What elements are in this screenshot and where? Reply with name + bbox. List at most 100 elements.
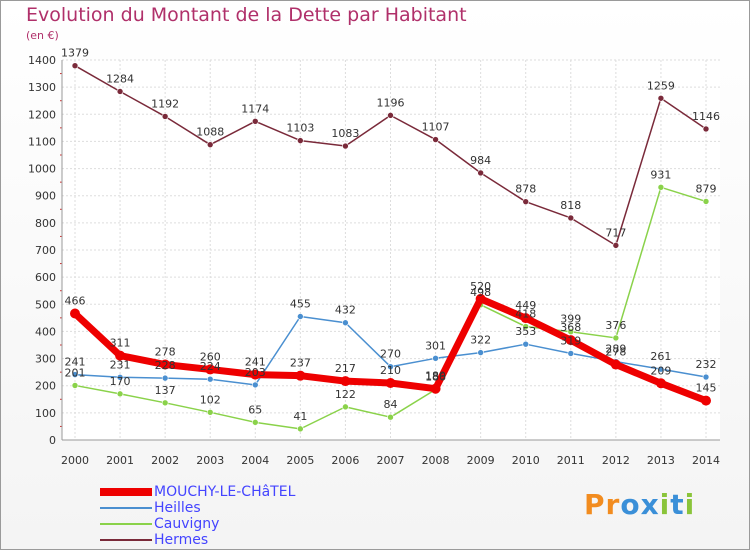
data-point	[295, 370, 306, 381]
y-tick-label: 600	[35, 271, 56, 284]
data-point	[567, 328, 575, 336]
data-label: 228	[155, 359, 176, 372]
y-tick-label: 200	[35, 380, 56, 393]
data-label: 879	[696, 182, 717, 195]
data-point	[251, 118, 259, 125]
data-point	[116, 88, 124, 95]
data-point	[206, 141, 214, 148]
data-point	[71, 62, 79, 69]
y-minor-tick	[60, 371, 62, 373]
data-label: 102	[200, 393, 221, 406]
data-label: 189	[425, 370, 446, 383]
legend-label: Heilles	[154, 500, 201, 516]
data-point	[702, 373, 710, 381]
data-point	[71, 371, 79, 378]
data-label: 170	[110, 375, 131, 388]
data-label: 145	[696, 382, 717, 395]
y-tick-label: 0	[49, 434, 56, 447]
y-minor-tick	[60, 154, 62, 156]
legend-item: Cauvigny	[100, 516, 295, 532]
data-label: 984	[470, 154, 491, 167]
data-label: 210	[380, 364, 401, 377]
x-tick-label: 2010	[512, 454, 540, 467]
y-tick-label: 1200	[28, 108, 56, 121]
x-tick-label: 2003	[196, 454, 224, 467]
data-label: 270	[380, 348, 401, 361]
data-point	[116, 390, 124, 398]
y-tick-label: 100	[35, 407, 56, 420]
y-tick-label: 1300	[28, 81, 56, 94]
y-minor-tick	[60, 235, 62, 237]
data-point	[702, 125, 710, 133]
y-minor-tick	[60, 290, 62, 292]
data-point	[250, 369, 261, 380]
data-point	[522, 323, 530, 330]
data-point	[161, 113, 169, 120]
data-label: 278	[155, 346, 176, 359]
legend: MOUCHY-LE-CHâTEL Heilles Cauvigny Hermes	[100, 484, 295, 548]
data-point	[565, 335, 576, 346]
data-point	[205, 364, 216, 375]
x-tick-label: 2006	[331, 454, 359, 467]
data-point	[340, 376, 351, 387]
x-tick-label: 2004	[241, 454, 269, 467]
y-tick-label: 500	[35, 298, 56, 311]
data-label: 1259	[647, 79, 675, 92]
data-point	[520, 313, 531, 324]
y-minor-tick	[60, 208, 62, 210]
data-point	[342, 403, 349, 411]
data-point	[657, 94, 665, 102]
data-point	[655, 378, 666, 389]
data-label: 278	[605, 346, 626, 359]
y-minor-tick	[60, 127, 62, 129]
x-tick-label: 2007	[377, 454, 405, 467]
data-label: 209	[650, 364, 671, 377]
legend-swatch	[100, 539, 152, 541]
data-point	[432, 354, 439, 362]
data-label: 322	[470, 334, 491, 347]
logo-letter: t	[670, 488, 685, 521]
data-point	[206, 409, 214, 416]
x-tick-label: 2008	[422, 454, 450, 467]
data-point	[657, 365, 665, 373]
data-point	[612, 242, 620, 249]
data-point	[612, 334, 620, 342]
y-tick-label: 400	[35, 325, 56, 338]
data-label: 289	[605, 343, 626, 356]
data-point	[297, 313, 304, 320]
data-label: 260	[200, 350, 221, 363]
data-label: 455	[290, 298, 311, 311]
x-tick-label: 2000	[61, 454, 89, 467]
data-label: 1379	[61, 47, 89, 60]
y-minor-tick	[60, 100, 62, 102]
data-label: 1284	[106, 72, 134, 85]
legend-swatch	[100, 523, 152, 525]
unit-label: (en €)	[26, 29, 59, 42]
legend-label: Hermes	[154, 532, 209, 548]
data-label: 878	[515, 183, 536, 196]
data-label: 1083	[331, 127, 359, 140]
y-minor-tick	[60, 73, 62, 75]
data-label: 432	[335, 304, 356, 317]
data-point	[387, 363, 394, 371]
x-tick-label: 2002	[151, 454, 179, 467]
legend-item: MOUCHY-LE-CHâTEL	[100, 484, 295, 500]
data-label: 217	[335, 362, 356, 375]
y-minor-tick	[60, 398, 62, 400]
data-label: 203	[245, 366, 266, 379]
data-point	[161, 399, 169, 407]
data-label: 418	[515, 308, 536, 321]
logo-letter: P	[584, 488, 606, 521]
data-label: 137	[155, 384, 176, 397]
y-minor-tick	[60, 181, 62, 183]
data-label: 122	[335, 388, 356, 401]
x-tick-label: 2014	[692, 454, 720, 467]
legend-swatch	[100, 488, 152, 496]
y-minor-tick	[60, 317, 62, 319]
data-point	[297, 137, 304, 144]
y-minor-tick	[60, 344, 62, 346]
y-minor-tick	[60, 263, 62, 265]
logo-letter: o	[620, 488, 641, 521]
data-label: 224	[200, 360, 221, 373]
data-label: 186	[425, 371, 446, 384]
